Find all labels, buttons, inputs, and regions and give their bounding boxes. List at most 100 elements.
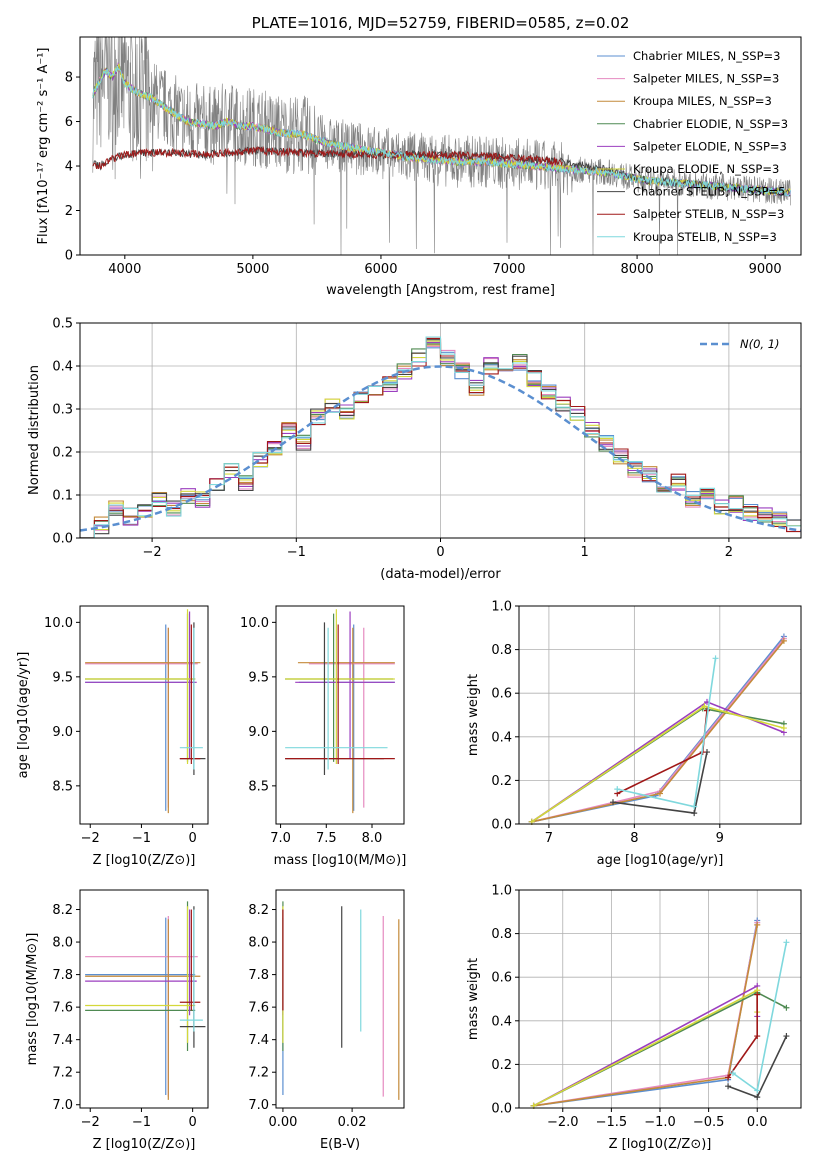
- z-age-ticks: −2 −1 0 8.5 9.0 9.5 10.0: [44, 616, 197, 846]
- weight-age-ytick-label: 0.2: [491, 774, 512, 789]
- mass-age-xlabel: mass [log10(M/M⊙)]: [274, 853, 407, 868]
- z-age-ytick-label: 8.5: [52, 779, 73, 794]
- z-mass-ytick-label: 7.2: [52, 1066, 73, 1081]
- z-mass-panel: −2 −1 0 7.0 7.2 7.4 7.6 7.8 8.0 8.2 Z [log10(Z/Z⊙…: [25, 889, 209, 1152]
- weight-z-lines: [530, 917, 790, 1109]
- weight-z-line-7: [727, 994, 758, 1078]
- spectrum-ytick-label: 8: [65, 71, 73, 86]
- weight-z-ytick-label: 0.6: [491, 971, 512, 986]
- weight-z-marker-3: [783, 1004, 790, 1011]
- z-age-xtick-label: 0: [188, 831, 196, 846]
- ebv-mass-ytick-label: 8.0: [248, 936, 269, 951]
- residual-ytick-label: 0.1: [52, 489, 73, 504]
- z-mass-ytick-label: 7.0: [52, 1098, 73, 1113]
- spectrum-ytick-label: 0: [65, 249, 73, 264]
- ebv-mass-ticks: 0.00 0.02 7.0 7.2 7.4 7.6 7.8 8.0 8.2: [248, 903, 366, 1130]
- weight-age-line-8: [617, 658, 717, 808]
- weight-z-marker-7: [725, 1074, 732, 1081]
- spectrum-xtick-label: 9000: [749, 262, 782, 277]
- z-age-xlabel: Z [log10(Z/Z⊙)]: [93, 853, 196, 868]
- residual-xtick-label: −1: [287, 545, 306, 560]
- spectrum-axes-frame: [79, 36, 802, 256]
- legend-label-1: Salpeter MILES, N_SSP=3: [633, 72, 779, 86]
- spectrum-xlabel: wavelength [Angstrom, rest frame]: [326, 283, 555, 298]
- ebv-mass-xtick-label: 0.00: [268, 1115, 297, 1130]
- normal-legend-label: N(0, 1): [740, 337, 780, 351]
- legend-label-6: Chabrier STELIB, N_SSP=5: [633, 185, 785, 199]
- residual-panel: −2 −1 0 1 2 0.0 0.1 0.2 0.3 0.4 0.5 N(0, 1) (data-…: [27, 317, 802, 582]
- spectrum-xtick-label: 7000: [492, 262, 525, 277]
- spectrum-title: PLATE=1016, MJD=52759, FIBERID=0585, z=0…: [252, 14, 630, 32]
- weight-age-ytick-label: 1.0: [491, 600, 512, 615]
- mass-age-ytick-label: 9.0: [248, 725, 269, 740]
- weight-z-ytick-label: 0.0: [491, 1102, 512, 1117]
- ebv-mass-bars: [282, 901, 400, 1100]
- z-age-crosses: [85, 609, 206, 814]
- ebv-mass-axes-frame: [275, 889, 405, 1109]
- weight-z-line-2: [533, 924, 758, 1107]
- z-mass-ytick-label: 7.4: [52, 1033, 73, 1048]
- normal-curve: [79, 365, 802, 532]
- ebv-mass-xtick-label: 0.02: [338, 1115, 367, 1130]
- weight-z-xtick-label: 0.0: [747, 1115, 768, 1130]
- z-mass-xtick-label: −2: [81, 1115, 100, 1130]
- legend-label-3: Chabrier ELODIE, N_SSP=3: [633, 117, 788, 131]
- z-age-xtick-label: −1: [132, 831, 151, 846]
- weight-z-xtick-label: −1.5: [596, 1115, 628, 1130]
- z-mass-ytick-label: 7.8: [52, 968, 73, 983]
- weight-age-xlabel: age [log10(age/yr)]: [597, 853, 724, 868]
- spectrum-ticks: 4000 5000 6000 7000 8000 9000 0 2 4 6 8: [65, 71, 782, 277]
- residual-ticks: −2 −1 0 1 2 0.0 0.1 0.2 0.3 0.4 0.5: [52, 317, 733, 561]
- z-mass-xtick-label: −1: [132, 1115, 151, 1130]
- ebv-mass-ytick-label: 7.2: [248, 1066, 269, 1081]
- z-age-axes-frame: [79, 605, 209, 825]
- weight-z-line-6: [727, 1035, 788, 1099]
- spectrum-data-lines: [92, 36, 791, 256]
- mass-age-ytick-label: 9.5: [248, 670, 269, 685]
- weight-age-ytick-label: 0.6: [491, 687, 512, 702]
- z-age-panel: −2 −1 0 8.5 9.0 9.5 10.0 Z [log10(Z/Z⊙)] age […: [16, 605, 209, 868]
- weight-age-ytick-label: 0.4: [491, 730, 512, 745]
- residual-ylabel: Normed distribution: [27, 365, 42, 495]
- ebv-mass-ytick-label: 7.4: [248, 1033, 269, 1048]
- residual-histograms: [79, 336, 802, 539]
- weight-z-ylabel: mass weight: [466, 958, 481, 1040]
- weight-z-ytick-label: 0.8: [491, 927, 512, 942]
- z-mass-ytick-label: 8.0: [52, 936, 73, 951]
- residual-hist-8: [80, 336, 801, 539]
- weight-z-xtick-label: −1.0: [644, 1115, 676, 1130]
- spectrum-ytick-label: 6: [65, 115, 73, 130]
- weight-age-ytick-label: 0.8: [491, 643, 512, 658]
- weight-age-line-3: [531, 707, 785, 823]
- mass-age-ytick-label: 10.0: [240, 616, 269, 631]
- weight-age-ytick-label: 0.0: [491, 818, 512, 833]
- legend-label-4: Salpeter ELODIE, N_SSP=3: [633, 139, 787, 153]
- mass-age-xtick-label: 7.5: [316, 831, 337, 846]
- z-mass-axes-frame: [79, 889, 209, 1109]
- mass-age-xtick-label: 7.0: [270, 831, 291, 846]
- mass-age-crosses: [285, 609, 395, 814]
- weight-age-lines: [528, 633, 787, 825]
- spectrum-xtick-label: 5000: [236, 262, 269, 277]
- spectrum-xtick-label: 8000: [621, 262, 654, 277]
- spectrum-legend: Chabrier MILES, N_SSP=3 Salpeter MILES, N…: [597, 49, 788, 244]
- spectrum-ytick-label: 2: [65, 204, 73, 219]
- spectrum-ytick-label: 4: [65, 160, 73, 175]
- residual-xtick-label: 1: [581, 545, 589, 560]
- z-mass-ticks: −2 −1 0 7.0 7.2 7.4 7.6 7.8 8.0 8.2: [52, 903, 196, 1130]
- weight-age-xtick-label: 9: [716, 831, 724, 846]
- weight-age-axes-frame: [518, 605, 802, 825]
- model-spectrum-7: [92, 145, 563, 170]
- ebv-mass-panel: 0.00 0.02 7.0 7.2 7.4 7.6 7.8 8.0 8.2 E(B-V): [248, 889, 405, 1152]
- residual-ytick-label: 0.2: [52, 446, 73, 461]
- observed-spectrum: [92, 36, 791, 256]
- z-mass-ylabel: mass [log10(M/M⊙)]: [25, 933, 40, 1066]
- z-age-ytick-label: 9.5: [52, 670, 73, 685]
- weight-z-panel: −2.0 −1.5 −1.0 −0.5 0.0 0.0 0.2 0.4 0.6 0.8 1.0 Z …: [466, 884, 802, 1152]
- mass-age-ticks: 7.0 7.5 8.0 8.5 9.0 9.5 10.0: [240, 616, 382, 846]
- weight-z-xtick-label: −2.0: [547, 1115, 579, 1130]
- mass-age-axes-frame: [275, 605, 405, 825]
- ebv-mass-ytick-label: 8.2: [248, 903, 269, 918]
- residual-xtick-label: 2: [725, 545, 733, 560]
- z-age-ytick-label: 9.0: [52, 725, 73, 740]
